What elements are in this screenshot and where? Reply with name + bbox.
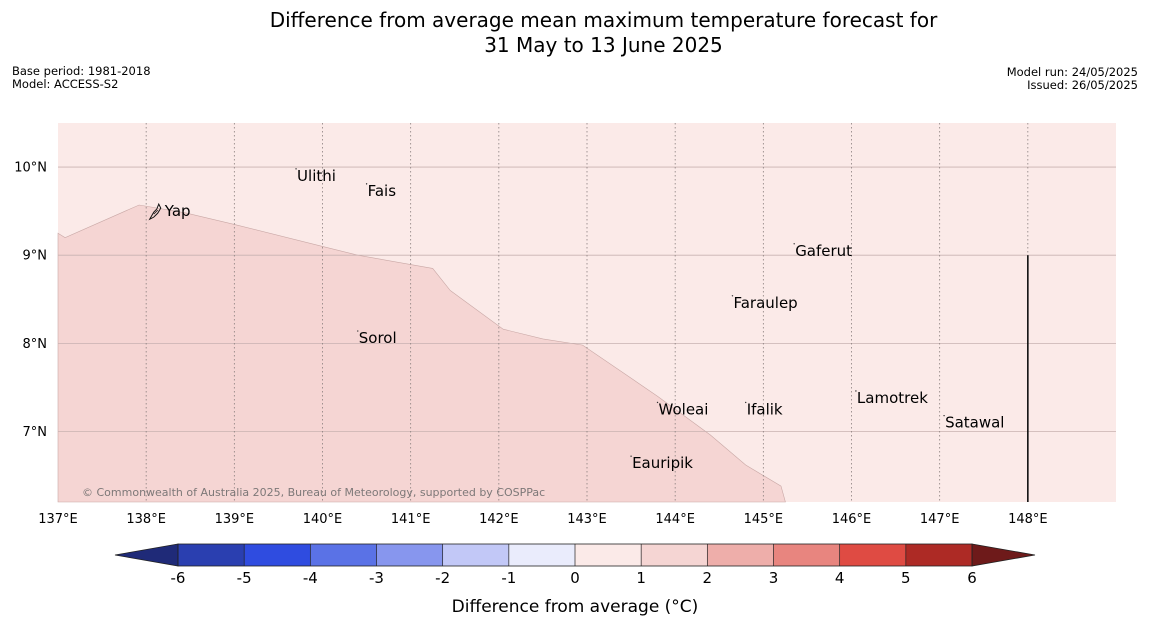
- place-label: Lamotrek: [857, 389, 928, 407]
- colorbar-tick-label: -2: [435, 569, 450, 587]
- colorbar-bin: [707, 544, 774, 566]
- colorbar-bin: [839, 544, 906, 566]
- place-label: Satawal: [945, 414, 1004, 432]
- colorbar-bin: [575, 544, 642, 566]
- colorbar-bin: [376, 544, 443, 566]
- lat-tick-label: 8°N: [23, 337, 48, 352]
- lon-tick-label: 145°E: [744, 512, 784, 527]
- colorbar-bin: [508, 544, 575, 566]
- colorbar-bin: [244, 544, 311, 566]
- place-label: Faraulep: [733, 294, 797, 312]
- lon-tick-label: 140°E: [303, 512, 343, 527]
- title-line-2: 31 May to 13 June 2025: [484, 33, 723, 57]
- place-label: Ifalik: [747, 400, 783, 418]
- island-dot: [793, 243, 795, 245]
- colorbar-bin: [442, 544, 509, 566]
- lon-tick-label: 148°E: [1008, 512, 1048, 527]
- lon-tick-label: 141°E: [391, 512, 431, 527]
- lon-tick-label: 138°E: [126, 512, 166, 527]
- colorbar-tick-label: -5: [237, 569, 252, 587]
- colorbar-bin: [641, 544, 708, 566]
- island-dot: [295, 168, 297, 170]
- issued-date: Issued: 26/05/2025: [1027, 78, 1138, 92]
- island-dot: [365, 183, 368, 185]
- lon-tick-label: 146°E: [832, 512, 872, 527]
- place-label: Gaferut: [795, 242, 852, 260]
- colorbar-bin: [310, 544, 377, 566]
- island-dot: [943, 414, 945, 417]
- page-title: Difference from average mean maximum tem…: [0, 8, 1150, 58]
- lon-tick-label: 137°E: [38, 512, 78, 527]
- place-label: Sorol: [359, 329, 397, 347]
- colorbar-tick-label: -6: [171, 569, 186, 587]
- island-dot: [855, 390, 857, 392]
- colorbar-bin: [773, 544, 840, 566]
- lat-tick-label: 10°N: [14, 161, 47, 176]
- place-label: Yap: [164, 202, 191, 220]
- colorbar-tick-label: -4: [303, 569, 318, 587]
- place-label: Fais: [368, 182, 397, 200]
- place-labels: Yap Ulithi Fais Gaferut Faraulep Sorol Lamotre…: [164, 167, 1005, 472]
- model-name: Model: ACCESS-S2: [12, 77, 119, 91]
- lat-tick-label: 9°N: [23, 249, 48, 264]
- colorbar-bin: [178, 544, 245, 566]
- island-outline: [148, 202, 162, 221]
- colorbar-tick-label: 0: [570, 569, 580, 587]
- island-dot: [745, 401, 747, 404]
- colorbar-bin: [905, 544, 972, 566]
- colorbar-tick-label: 1: [636, 569, 646, 587]
- island-dot: [656, 401, 659, 404]
- lon-tick-label: 143°E: [567, 512, 607, 527]
- place-label: Woleai: [659, 400, 709, 418]
- lon-tick-label: 147°E: [920, 512, 960, 527]
- colorbar-tick-label: 4: [835, 569, 845, 587]
- title-line-1: Difference from average mean maximum tem…: [269, 8, 938, 32]
- lon-tick-label: 144°E: [655, 512, 695, 527]
- colorbar: -6 -5 -4 -3 -2 -1 0 1 2 3 4 5 6: [114, 543, 1036, 587]
- latitude-tick-labels: 10°N 9°N 8°N 7°N: [14, 161, 47, 440]
- colorbar-above-extension: [971, 543, 1036, 567]
- place-label: Ulithi: [297, 167, 336, 185]
- colorbar-tick-label: 6: [967, 569, 977, 587]
- colorbar-tick-label: -1: [501, 569, 516, 587]
- yap-island-outline: [148, 202, 162, 221]
- island-dot: [731, 295, 734, 297]
- lon-tick-label: 139°E: [215, 512, 255, 527]
- map-panel: Yap Ulithi Fais Gaferut Faraulep Sorol Lamotre…: [57, 123, 1116, 503]
- meta-right: Model run: 24/05/2025 Issued: 26/05/2025: [1007, 66, 1138, 92]
- island-dot: [357, 330, 359, 332]
- colorbar-tick-label: 3: [769, 569, 779, 587]
- colorbar-tick-label: 2: [703, 569, 713, 587]
- colorbar-below-extension: [114, 543, 179, 567]
- colorbar-tick-label: -3: [369, 569, 384, 587]
- island-dot: [630, 455, 632, 457]
- longitude-tick-labels: 137°E 138°E 139°E 140°E 141°E 142°E 143°E 144°E…: [38, 512, 1047, 527]
- copyright-notice: © Commonwealth of Australia 2025, Bureau…: [82, 486, 545, 499]
- colorbar-tick-label: 5: [901, 569, 911, 587]
- place-label: Eauripik: [632, 454, 693, 472]
- anomaly-region-1-to-2: [57, 204, 786, 503]
- base-period: Base period: 1981-2018: [12, 64, 151, 78]
- meta-left: Base period: 1981-2018 Model: ACCESS-S2: [12, 65, 151, 91]
- lat-tick-label: 7°N: [23, 425, 48, 440]
- colorbar-label: Difference from average (°C): [452, 597, 699, 617]
- model-run: Model run: 24/05/2025: [1006, 65, 1138, 79]
- lon-tick-label: 142°E: [479, 512, 519, 527]
